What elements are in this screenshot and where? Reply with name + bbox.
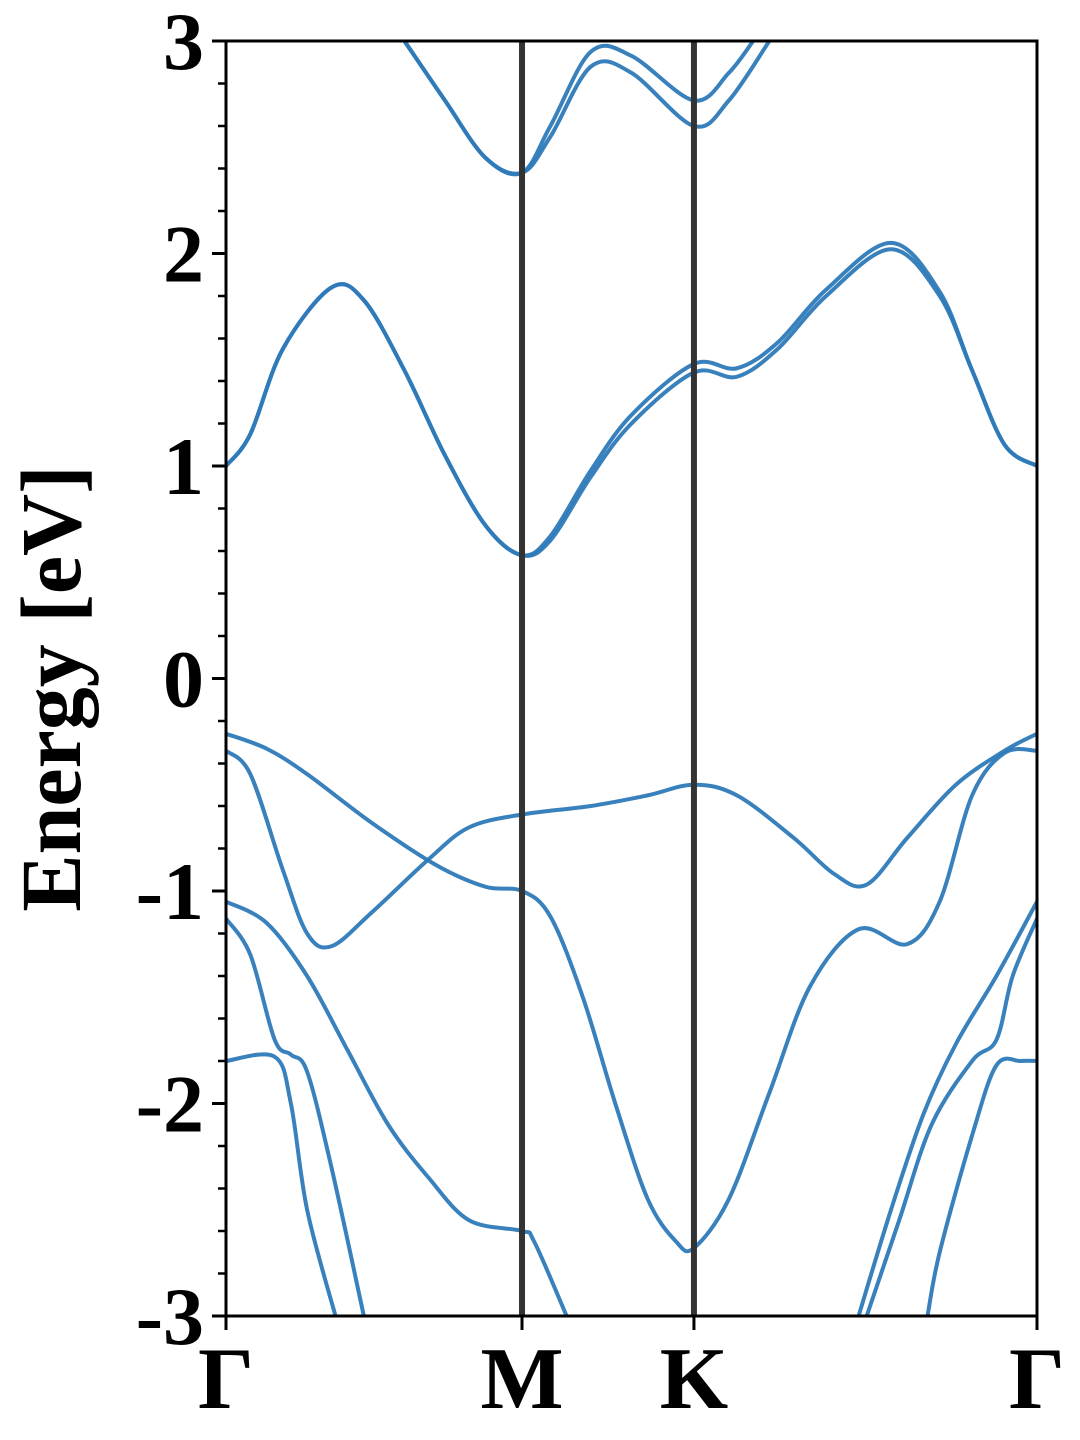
- y-tick-label: 1: [163, 421, 204, 512]
- y-tick-label: -1: [136, 846, 204, 937]
- x-tick-label: Γ: [198, 1331, 254, 1428]
- band-line-7: [226, 899, 569, 1316]
- y-tick-label: -3: [136, 1271, 204, 1362]
- x-tick-label: M: [480, 1331, 563, 1428]
- y-axis: -3 -2 -1 0 1 2 3: [136, 0, 226, 1362]
- band-line-2: [226, 240, 1037, 558]
- y-axis-label: Energy [eV]: [3, 465, 99, 912]
- y-tick-label: -2: [136, 1059, 204, 1150]
- band-line-12: [925, 1056, 1037, 1316]
- band-line-9: [226, 1052, 338, 1316]
- band-line-3: [402, 41, 772, 176]
- band-line-1: [226, 247, 1037, 558]
- band-line-8: [226, 916, 366, 1316]
- band-line-6: [226, 731, 1037, 950]
- band-line-4: [402, 41, 756, 177]
- band-line-10: [856, 899, 1037, 1316]
- x-tick-label: K: [660, 1331, 728, 1428]
- band-line-11: [864, 916, 1037, 1316]
- band-line-5: [226, 731, 1037, 1254]
- high-symmetry-lines: [519, 41, 697, 1316]
- x-tick-label: Γ: [1009, 1331, 1065, 1428]
- bands-layer: [226, 41, 1037, 1316]
- plot-frame: [224, 39, 1039, 1318]
- y-tick-label: 3: [163, 0, 204, 87]
- y-tick-label: 2: [163, 209, 204, 300]
- y-tick-label: 0: [163, 634, 204, 725]
